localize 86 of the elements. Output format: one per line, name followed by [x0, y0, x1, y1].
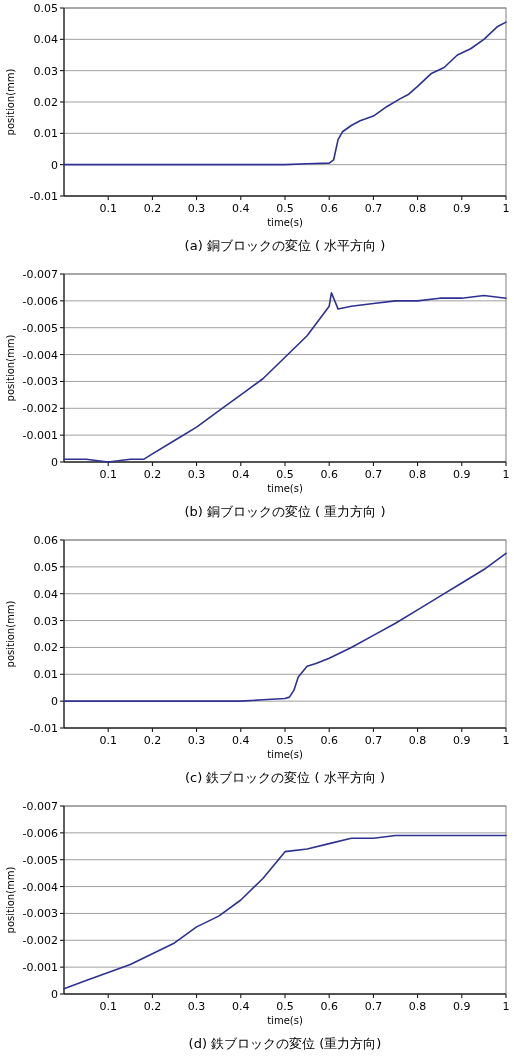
x-tick-label: 0.4 — [232, 1000, 250, 1013]
y-tick-label: 0.06 — [33, 534, 58, 547]
x-tick-label: 0.9 — [453, 1000, 471, 1013]
y-tick-label: -0.006 — [22, 294, 58, 308]
y-tick-label: -0.007 — [22, 268, 58, 281]
x-tick-label: 0.1 — [99, 734, 117, 747]
y-tick-label: 0.01 — [33, 127, 58, 141]
y-tick-label: 0 — [51, 158, 58, 172]
y-tick-label: -0.003 — [22, 375, 58, 389]
x-tick-label: 0.7 — [364, 202, 383, 215]
x-tick-label: 0.4 — [232, 468, 250, 481]
y-tick-label: -0.002 — [22, 934, 58, 948]
y-tick-label: 0 — [51, 988, 58, 1001]
y-tick-label: 0.01 — [33, 668, 58, 682]
y-tick-label: -0.004 — [22, 880, 58, 894]
text: (c) 鉄ブロックの変位 ( 水平方向 ) — [185, 770, 385, 785]
x-tick-label: 0.5 — [276, 734, 294, 747]
x-tick-label: 0.2 — [143, 468, 162, 481]
x-tick-label: 0.8 — [408, 468, 427, 481]
x-tick-label: 0.7 — [364, 468, 383, 481]
x-tick-label: 0.6 — [320, 202, 338, 215]
y-axis-title: position(mm) — [5, 600, 16, 668]
x-tick-label: 0.2 — [143, 202, 162, 215]
y-tick-label: 0.02 — [33, 641, 58, 655]
y-tick-label: 0.04 — [33, 587, 58, 601]
x-tick-label: 0.5 — [276, 202, 294, 215]
y-tick-label: -0.001 — [22, 961, 58, 975]
x-tick-label: 0.1 — [99, 1000, 117, 1013]
text: (b) 銅ブロックの変位 ( 重力方向 ) — [184, 504, 386, 519]
x-tick-label: 0.4 — [232, 202, 250, 215]
line-series — [63, 21, 507, 166]
y-tick-label: 0.02 — [33, 96, 58, 109]
x-tick-label: 0.8 — [408, 734, 427, 747]
x-tick-label: 0.9 — [453, 734, 471, 747]
x-tick-label: 0.6 — [320, 1000, 338, 1013]
y-tick-label: 0.03 — [33, 64, 58, 78]
x-tick-label: 0.6 — [320, 468, 338, 481]
x-tick-label: 0.3 — [187, 1000, 206, 1013]
y-tick-label: 0.05 — [33, 2, 58, 15]
x-tick-label: 0.8 — [408, 1000, 427, 1013]
x-tick-label: 1 — [502, 468, 510, 481]
x-tick-label: 0.9 — [453, 468, 471, 481]
x-axis-title: time(s) — [267, 483, 303, 494]
x-axis-title: time(s) — [267, 1015, 303, 1026]
y-tick-label: -0.005 — [22, 853, 58, 867]
x-tick-label: 0.8 — [408, 202, 427, 215]
x-tick-label: 1 — [502, 734, 510, 747]
y-tick-label: 0.05 — [33, 560, 58, 574]
x-tick-label: 1 — [502, 202, 510, 215]
x-tick-label: 0.2 — [143, 1000, 162, 1013]
y-tick-label: -0.01 — [29, 722, 58, 735]
x-tick-label: 0.6 — [320, 734, 338, 747]
y-axis-title: position(mm) — [5, 334, 16, 402]
x-tick-label: 0.1 — [99, 468, 117, 481]
x-axis-title: time(s) — [267, 749, 303, 760]
text: (d) 鉄ブロックの変位 (重力方向) — [188, 1036, 382, 1051]
y-tick-label: -0.005 — [22, 321, 58, 335]
x-axis-title: time(s) — [267, 217, 303, 228]
y-tick-label: -0.006 — [22, 826, 58, 840]
y-tick-label: 0 — [51, 456, 58, 469]
y-tick-label: 0.04 — [33, 33, 58, 47]
x-tick-label: 0.7 — [364, 1000, 383, 1013]
y-axis-title: position(mm) — [5, 866, 16, 934]
x-tick-label: 0.7 — [364, 734, 383, 747]
x-tick-label: 0.1 — [99, 202, 117, 215]
y-tick-label: -0.01 — [29, 190, 58, 203]
y-tick-label: -0.004 — [22, 348, 58, 362]
y-tick-label: -0.001 — [22, 429, 58, 443]
x-tick-label: 0.9 — [453, 202, 471, 215]
y-tick-label: -0.007 — [22, 800, 58, 813]
y-tick-label: 0.03 — [33, 614, 58, 628]
line-series — [63, 834, 507, 990]
x-tick-label: 0.3 — [187, 202, 206, 215]
x-tick-label: 0.3 — [187, 468, 206, 481]
y-tick-label: 0 — [51, 695, 58, 709]
line-series — [63, 552, 507, 702]
x-tick-label: 0.4 — [232, 734, 250, 747]
y-axis-title: position(mm) — [5, 68, 16, 136]
x-tick-label: 0.5 — [276, 1000, 294, 1013]
x-tick-label: 1 — [502, 1000, 510, 1013]
text: (a) 銅ブロックの変位 ( 水平方向 ) — [184, 238, 386, 253]
x-tick-label: 0.3 — [187, 734, 206, 747]
y-tick-label: -0.002 — [22, 402, 58, 416]
y-tick-label: -0.003 — [22, 907, 58, 921]
x-tick-label: 0.5 — [276, 468, 294, 481]
x-tick-label: 0.2 — [143, 734, 162, 747]
